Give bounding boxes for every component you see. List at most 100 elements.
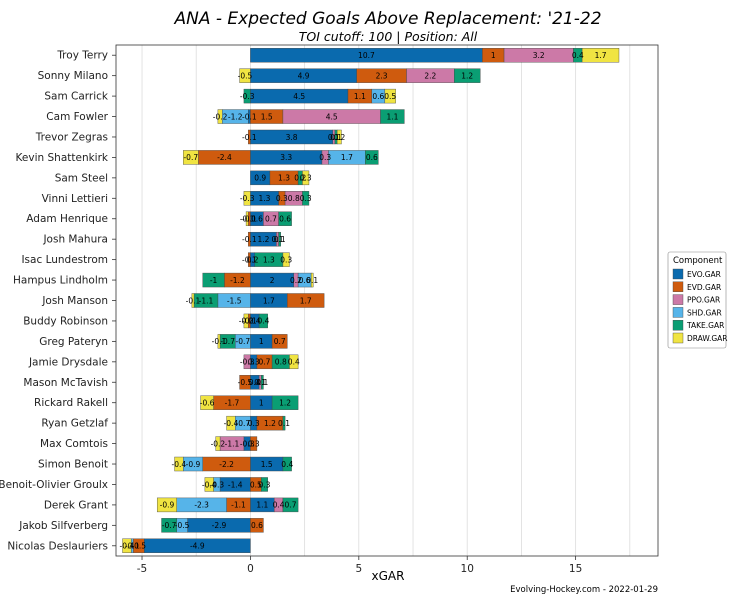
bar-value-label: 3.8 — [286, 133, 298, 142]
legend-entry: SHD.GAR — [687, 308, 722, 317]
bar-value-label: 3.2 — [533, 51, 545, 60]
bar-value-label: 1 — [259, 399, 264, 408]
bar-value-label: -1.5 — [227, 296, 242, 305]
x-tick-label: 5 — [355, 563, 362, 575]
bar-value-label: -0.3 — [240, 194, 255, 203]
bar-segment-evd — [248, 129, 251, 145]
bar-value-label: 0.7 — [285, 501, 297, 510]
bar-value-label: -1.1 — [225, 439, 240, 448]
bar-value-label: -0.1 — [186, 296, 201, 305]
bar-value-label: -0.1 — [242, 112, 257, 121]
bar-value-label: 1.3 — [259, 194, 271, 203]
bar-value-label: -1.2 — [230, 276, 245, 285]
player-label: Kevin Shattenkirk — [16, 152, 109, 164]
player-label: Simon Benoit — [38, 459, 108, 471]
player-label: Cam Fowler — [46, 111, 108, 123]
player-label: Sam Carrick — [44, 91, 109, 103]
legend: Component EVO.GAR EVD.GAR PPO.GAR SHD.GAR TAK… — [667, 251, 728, 349]
bar-value-label: -0.9 — [160, 501, 175, 510]
bar-segment-evd — [248, 231, 251, 247]
bar-value-label: 2.2 — [424, 71, 436, 80]
player-label: Greg Pateryn — [39, 336, 108, 348]
bar-value-label: -0.1 — [242, 255, 257, 264]
bar-value-label: 0.6 — [299, 276, 311, 285]
bar-value-label: 0.2 — [294, 174, 306, 183]
bar-value-label: -1 — [210, 276, 218, 285]
bar-value-label: 0.4 — [281, 460, 293, 469]
bar-value-label: -0.7 — [236, 419, 251, 428]
bar-value-label: 1.7 — [341, 153, 353, 162]
bar-value-label: -0.4 — [172, 460, 187, 469]
player-label: Josh Mahura — [42, 234, 108, 246]
legend-entry: EVO.GAR — [687, 270, 721, 279]
bar-value-label: 0.3 — [248, 419, 260, 428]
bar-segment-take — [282, 415, 286, 431]
bar-value-label: 0.6 — [251, 215, 263, 224]
bar-value-label: 0.9 — [254, 174, 266, 183]
bar-value-label: 0.4 — [273, 501, 285, 510]
bar-value-label: 0.1 — [330, 133, 342, 142]
bar-value-label: 0.3 — [259, 480, 271, 489]
bar-segment-take — [202, 272, 225, 288]
player-label: Josh Manson — [41, 295, 108, 307]
bar-segment-take — [261, 375, 264, 390]
source-note: Evolving-Hockey.com - 2022-01-29 — [510, 585, 658, 595]
bar-value-label: 1 — [491, 51, 496, 60]
bar-segment-take — [454, 68, 481, 83]
bar-value-label: 0.1 — [254, 378, 266, 387]
bar-value-label: 0.6 — [279, 215, 291, 224]
player-label: Adam Henrique — [26, 213, 108, 225]
bar-segment-evd — [287, 293, 325, 308]
bar-value-label: 0.3 — [300, 174, 312, 183]
chart-title: ANA - Expected Goals Above Replacement: … — [173, 9, 601, 29]
bar-segment-take — [282, 456, 292, 472]
bar-segment-take — [271, 395, 299, 410]
bar-value-label: -0.7 — [220, 337, 235, 346]
bar-value-label: -0.4 — [202, 480, 217, 489]
bar-value-label: -1.7 — [225, 399, 240, 408]
bar-value-label: -0.1 — [242, 317, 257, 326]
bar-value-label: 1.2 — [461, 71, 473, 80]
bar-value-label: -1.2 — [228, 112, 243, 121]
bar-value-label: 0.7 — [265, 215, 277, 224]
bar-value-label: -0.1 — [242, 235, 257, 244]
bar-segment-draw — [204, 477, 214, 492]
bar-value-label: 0.8 — [275, 358, 287, 367]
bar-value-label: -2.2 — [219, 460, 234, 469]
x-tick-label: 15 — [569, 563, 582, 575]
bar-value-label: 0.1 — [274, 235, 286, 244]
bar-value-label: -0.3 — [209, 480, 224, 489]
bar-value-label: -0.4 — [120, 542, 135, 551]
bar-segment-take — [302, 191, 310, 206]
bar-value-label: 0.3 — [248, 439, 260, 448]
bar-value-label: 1.7 — [595, 51, 607, 60]
player-label: Isac Lundestrom — [21, 254, 108, 266]
bar-value-label: -0.2 — [211, 439, 226, 448]
bar-value-label: 0.5 — [384, 92, 396, 101]
bar-value-label: 1.1 — [354, 92, 366, 101]
bar-value-label: -0.7 — [162, 521, 177, 530]
bar-segment-draw — [243, 313, 249, 329]
bar-value-label: 0.2 — [290, 276, 302, 285]
bar-value-label: 4.9 — [298, 71, 310, 80]
bar-segment-take — [243, 88, 251, 104]
bar-segment-draw — [122, 538, 132, 553]
bar-value-label: -0.9 — [186, 460, 201, 469]
bar-value-label: 0.4 — [257, 317, 269, 326]
bar-segment-evd — [250, 518, 264, 533]
bar-segment-take — [161, 518, 177, 533]
bar-value-label: 1.7 — [300, 296, 312, 305]
player-label: Mason McTavish — [23, 377, 108, 389]
bar-segment-draw — [217, 109, 223, 124]
bar-value-label: 1.1 — [256, 501, 268, 510]
player-label: Benoit-Olivier Groulx — [0, 479, 108, 491]
bar-value-label: 0.6 — [251, 521, 263, 530]
player-label: Sam Steel — [55, 172, 108, 184]
bar-value-label: 0.2 — [247, 255, 259, 264]
bar-value-label: -0.2 — [213, 112, 228, 121]
bar-value-label: -1.4 — [228, 480, 243, 489]
bar-value-label: -0.3 — [240, 92, 255, 101]
bar-segment-take — [258, 313, 268, 329]
x-tick-label: 0 — [247, 563, 254, 575]
bar-segment-draw — [217, 334, 221, 349]
